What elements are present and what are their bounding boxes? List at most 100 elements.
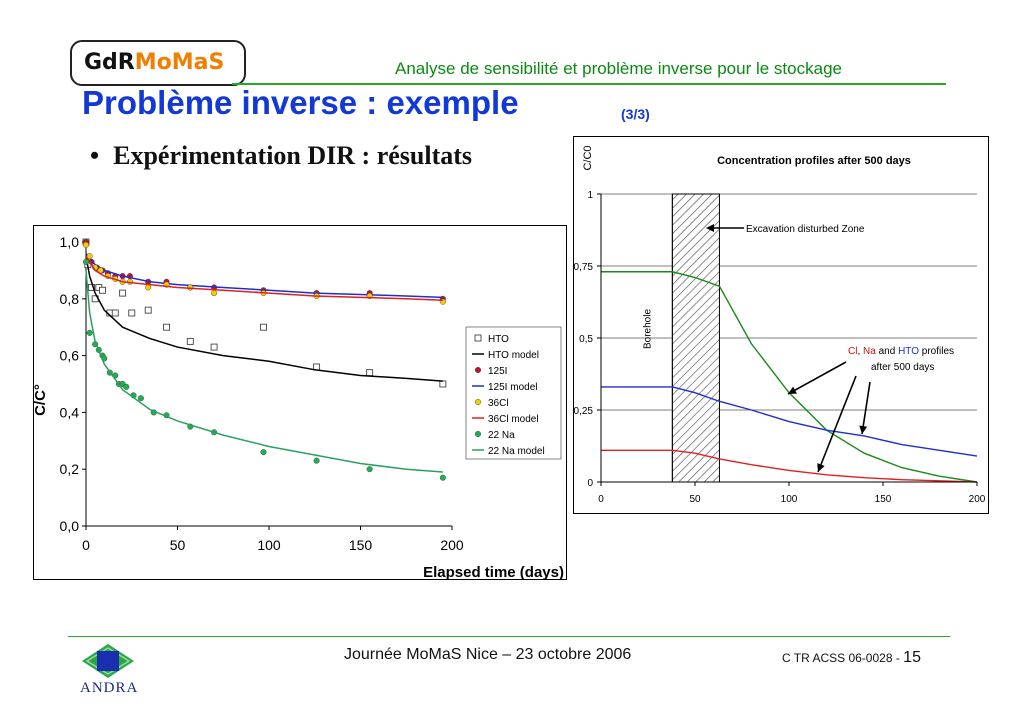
left-y-tick-label: 0,0 [60,518,80,534]
profiles-arrow-head-1 [788,386,797,394]
right-x-tick-label: 200 [969,494,986,505]
legend-36cl-swatch [475,398,482,405]
bullet-text: Expérimentation DIR : résultats [113,141,473,170]
22-na-point [260,449,267,456]
profiles-arrow-1 [787,361,847,395]
andra-logo-icon [82,644,134,678]
left-x-tick-label: 200 [440,537,464,553]
right-x-tick-label: 100 [781,494,798,505]
hto-point [99,286,106,294]
hto-model-line [85,256,443,382]
left-chart-legend: HTO HTO model 125I 125I model 36Cl 36Cl model… [465,326,562,460]
profiles-annotation-part: HTO [898,346,919,357]
legend-22-na-swatch [475,430,482,437]
left-y-tick-label: 0,6 [60,348,80,364]
hto-point [88,283,95,291]
footer-rule [68,636,950,637]
legend-125i-label: 125I [488,366,507,377]
breakthrough-chart: 0,0 0,2 0,4 0,6 0,8 1,0 0 50 100 150 200 C/C° Elap… [33,225,567,580]
hto-point [366,369,374,377]
right-y-tick-label: 0,5 [579,334,593,345]
right-x-tick-label: 50 [689,494,701,505]
right-y-tick-label: 1 [587,190,593,201]
footer-ref-text: C TR ACSS 06-0028 - [782,651,904,665]
right-y-tick-label: 0 [587,478,593,489]
left-x-tick-label: 50 [170,537,186,553]
profiles-annotation: Cl, Na and HTO profiles [848,346,954,357]
hto-point [144,306,152,314]
slide-part: (3/3) [621,106,650,122]
36cl-point [211,290,218,297]
header-subtitle: Analyse de sensibilité et problème inver… [395,59,842,78]
legend-22-na-label: 22 Na [488,430,515,441]
22-na-point [439,474,446,481]
right-x-tick-label: 0 [598,494,604,505]
right-x-tick-label: 150 [875,494,892,505]
hto-point [439,380,447,388]
36cl-point [145,284,152,291]
left-x-tick-label: 0 [82,537,90,553]
22-na-point [313,457,320,464]
legend-hto-label: HTO [488,334,509,345]
left-x-tick-label: 100 [257,537,281,553]
hto-point [119,289,127,297]
profiles-arrow-head-2 [817,463,825,472]
right-chart-title: Concentration profiles after 500 days [717,155,911,167]
legend-125i-model-label: 125I model [488,382,537,393]
logo-gdr-text: GdR [84,50,135,75]
profile-line-2 [601,386,978,457]
left-x-axis-label: Elapsed time (days) [423,564,564,580]
profiles-arrow-3 [861,381,871,435]
22-na-point [123,383,130,390]
legend-hto-model-label: HTO model [488,350,539,361]
hto-point [210,343,218,351]
left-y-axis-label: C/C° [33,384,49,416]
borehole-label: Borehole [643,309,654,349]
36cl-model-line [85,255,443,301]
hto-point [128,309,136,317]
hto-point [186,337,194,345]
logo-momas-text: MoMaS [134,50,225,75]
edz-arrow-head [706,224,714,232]
andra-wordmark: ANDRA [80,680,139,696]
legend-36cl-label: 36Cl [488,398,509,409]
legend-box [465,326,562,460]
22-na-point [86,329,93,336]
legend-hto-swatch [474,334,482,342]
footer-event: Journée MoMaS Nice – 23 octobre 2006 [344,646,632,663]
legend-125i-swatch [475,366,482,373]
profiles-arrow-2 [817,375,857,473]
22-na-point [83,258,90,265]
profiles-annotation-part: and [876,346,898,357]
left-y-tick-label: 0,8 [60,291,80,307]
profiles-annotation-part: Cl [848,346,857,357]
profiles-annotation-part: profiles [919,346,954,357]
slide-title: Problème inverse : exemple [82,84,519,121]
legend-22-na-model-label: 22 Na model [488,446,545,457]
22-na-model-line [85,270,443,473]
left-y-tick-label: 0,2 [60,461,80,477]
edz-annotation: Excavation disturbed Zone [746,224,865,235]
left-y-tick-label: 1,0 [60,234,80,250]
profiles-annotation-part: , [857,346,863,357]
page-number: 15 [903,649,921,666]
footer-reference: C TR ACSS 06-0028 - 15 [782,649,921,667]
concentration-profile-chart: C/C0 Concentration profiles after 500 da… [573,136,989,514]
hto-point [260,323,267,331]
right-chart-frame [573,136,989,514]
bullet-dot-icon: • [90,141,100,170]
edz-hatched-zone [671,193,720,483]
hto-point [111,309,119,317]
hto-point [163,323,170,331]
22-na-point [366,466,373,473]
profile-line-3 [601,449,978,483]
right-y-axis-label: C/C0 [582,145,594,170]
profiles-arrow-head-3 [859,425,868,434]
right-y-tick-label: 0,25 [574,406,594,417]
left-y-tick-label: 0,4 [60,404,80,420]
profiles-annotation-part: Na [863,346,876,357]
left-x-tick-label: 150 [349,537,373,553]
22-na-point [137,395,144,402]
right-y-tick-label: 0,75 [574,262,594,273]
gdr-momas-logo: GdRMoMaS [70,40,246,86]
